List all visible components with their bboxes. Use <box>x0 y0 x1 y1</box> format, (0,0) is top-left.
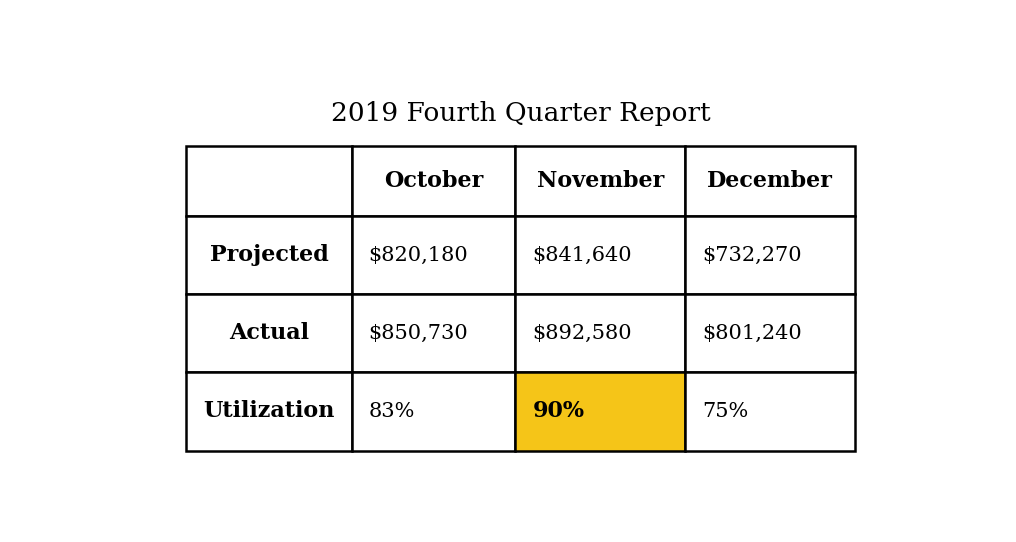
Bar <box>186 372 352 451</box>
Bar <box>515 146 686 216</box>
Bar <box>686 294 855 372</box>
Text: $732,270: $732,270 <box>702 246 802 265</box>
Text: $850,730: $850,730 <box>369 324 468 343</box>
Text: $801,240: $801,240 <box>702 324 802 343</box>
Text: Actual: Actual <box>229 322 309 344</box>
Text: 83%: 83% <box>369 402 415 421</box>
Bar <box>515 372 686 451</box>
Bar <box>352 146 515 216</box>
Text: December: December <box>707 170 833 192</box>
Text: $841,640: $841,640 <box>532 246 632 265</box>
Text: Projected: Projected <box>209 244 328 266</box>
Bar <box>186 294 352 372</box>
Bar <box>352 216 515 294</box>
Text: 2019 Fourth Quarter Report: 2019 Fourth Quarter Report <box>331 100 710 126</box>
Bar <box>352 372 515 451</box>
Bar <box>352 294 515 372</box>
Bar <box>686 216 855 294</box>
Text: 75%: 75% <box>702 402 749 421</box>
Bar <box>686 146 855 216</box>
Text: Utilization: Utilization <box>203 401 334 422</box>
Bar <box>686 372 855 451</box>
Text: November: November <box>536 170 664 192</box>
Bar <box>186 216 352 294</box>
Text: $820,180: $820,180 <box>369 246 468 265</box>
Text: 90%: 90% <box>532 401 584 422</box>
Text: $892,580: $892,580 <box>532 324 632 343</box>
Bar <box>186 146 352 216</box>
Bar <box>515 294 686 372</box>
Bar <box>515 216 686 294</box>
Text: October: October <box>384 170 484 192</box>
